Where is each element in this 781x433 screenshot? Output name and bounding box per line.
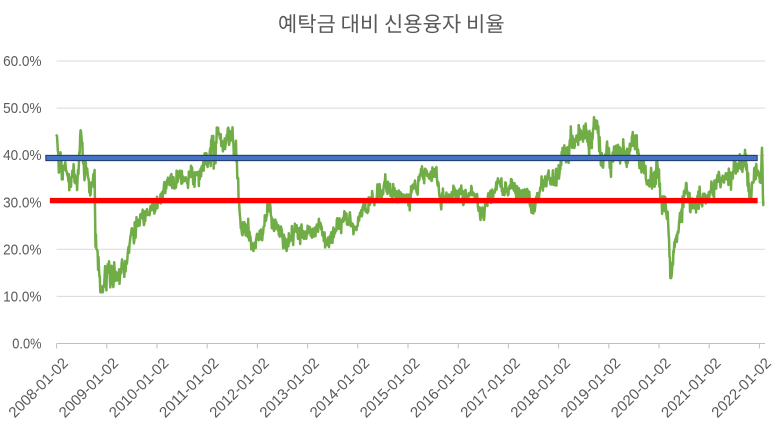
svg-text:10.0%: 10.0% [3, 288, 41, 305]
svg-text:50.0%: 50.0% [3, 100, 41, 117]
svg-text:20.0%: 20.0% [3, 241, 41, 258]
svg-text:30.0%: 30.0% [3, 194, 41, 211]
svg-text:60.0%: 60.0% [3, 53, 41, 70]
svg-text:0.0%: 0.0% [12, 336, 41, 353]
svg-text:40.0%: 40.0% [3, 147, 41, 164]
